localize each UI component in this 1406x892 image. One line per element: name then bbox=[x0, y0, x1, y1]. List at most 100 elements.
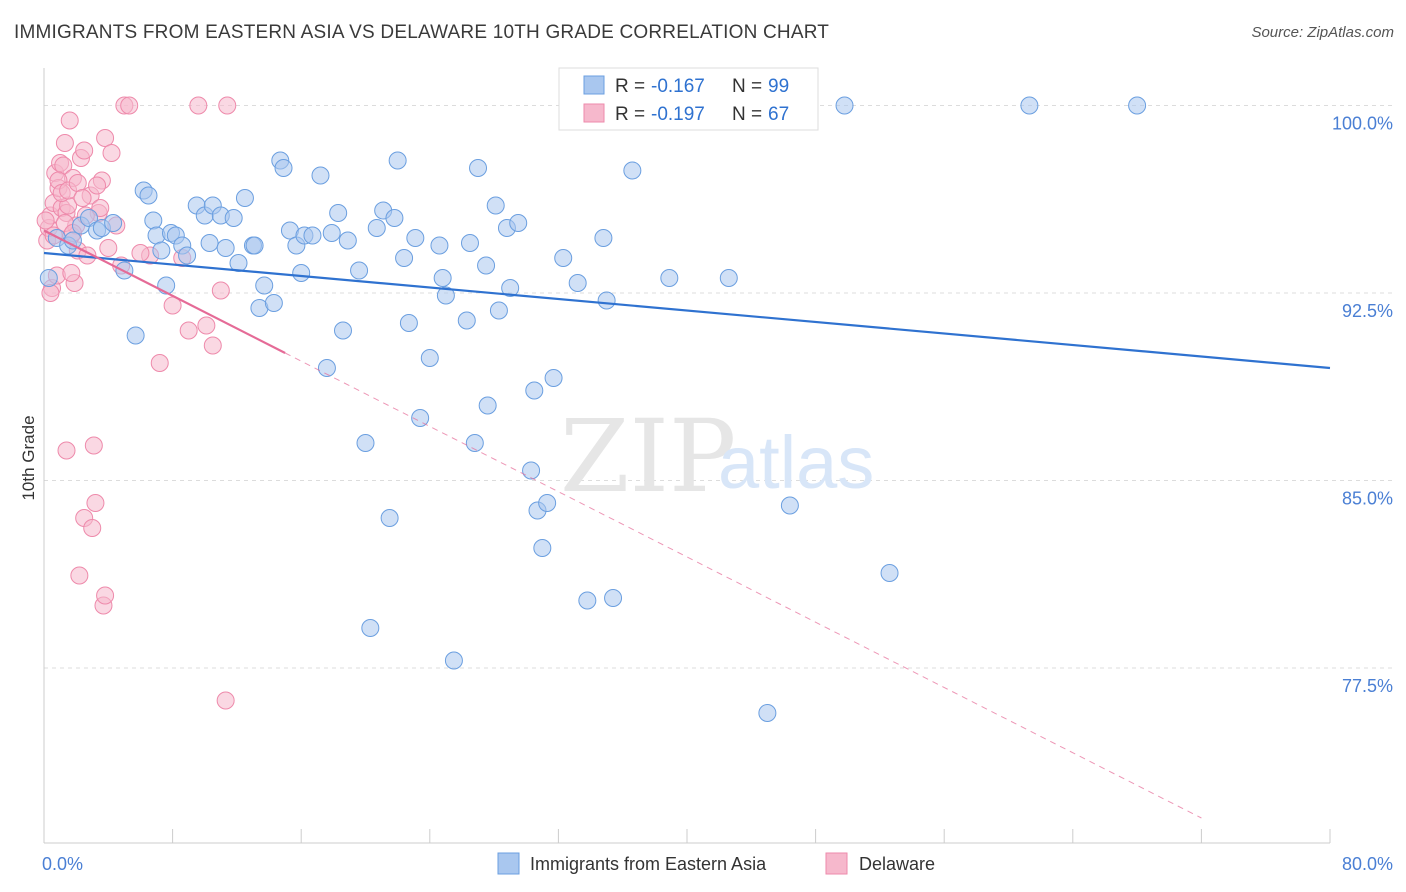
data-point-delaware bbox=[36, 211, 55, 230]
data-point-eastern-asia bbox=[489, 301, 508, 320]
data-point-delaware bbox=[75, 141, 94, 160]
data-point-eastern-asia bbox=[322, 224, 341, 242]
x-tick-label-max: 80.0% bbox=[1342, 854, 1393, 874]
data-point-eastern-asia bbox=[245, 236, 264, 255]
data-point-eastern-asia bbox=[63, 231, 82, 250]
trend-line-delaware bbox=[43, 229, 286, 354]
data-point-eastern-asia bbox=[139, 186, 158, 205]
data-point-eastern-asia bbox=[380, 509, 399, 527]
data-point-eastern-asia bbox=[460, 234, 479, 252]
legend-r-value-pink: -0.197 bbox=[651, 104, 705, 125]
data-point-eastern-asia bbox=[522, 461, 541, 480]
data-point-delaware bbox=[211, 281, 230, 300]
data-point-eastern-asia bbox=[1128, 96, 1147, 115]
trend-lines bbox=[43, 229, 1331, 819]
data-point-eastern-asia bbox=[388, 151, 407, 170]
data-point-eastern-asia bbox=[200, 234, 219, 252]
legend-r-label-blue: R = bbox=[615, 76, 645, 97]
legend-swatch-blue bbox=[583, 75, 605, 95]
data-point-delaware bbox=[83, 519, 102, 537]
data-point-delaware bbox=[62, 264, 81, 282]
legend-n-label-blue: N = bbox=[732, 76, 762, 97]
data-point-eastern-asia bbox=[568, 274, 587, 292]
data-point-delaware bbox=[86, 494, 105, 512]
data-point-eastern-asia bbox=[465, 434, 484, 452]
data-point-eastern-asia bbox=[264, 294, 283, 312]
data-point-delaware bbox=[55, 134, 74, 152]
legend-label-delaware: Delaware bbox=[859, 854, 935, 874]
y-tick-labels: 77.5% 85.0% 92.5% 100.0% bbox=[1332, 114, 1393, 697]
data-point-delaware bbox=[88, 176, 107, 195]
data-point-eastern-asia bbox=[216, 239, 235, 257]
data-point-eastern-asia bbox=[433, 269, 452, 287]
y-axis-title: 10th Grade bbox=[19, 415, 38, 500]
data-point-delaware bbox=[91, 199, 110, 217]
data-point-eastern-asia bbox=[350, 261, 369, 280]
data-point-delaware bbox=[41, 284, 60, 302]
y-tick-label: 85.0% bbox=[1342, 489, 1393, 509]
data-point-eastern-asia bbox=[224, 209, 243, 227]
legend-bottom: Immigrants from Eastern Asia Delaware bbox=[497, 852, 935, 875]
data-point-eastern-asia bbox=[719, 269, 738, 287]
data-point-eastern-asia bbox=[457, 311, 476, 330]
data-point-eastern-asia bbox=[126, 326, 145, 345]
watermark-zip: ZIP bbox=[560, 398, 736, 515]
watermark: ZIP atlas bbox=[560, 398, 874, 515]
x-tick-labels: 0.0% 80.0% bbox=[42, 854, 1393, 874]
data-point-eastern-asia bbox=[333, 321, 352, 340]
data-point-delaware bbox=[120, 96, 139, 115]
data-point-delaware bbox=[102, 144, 121, 162]
data-point-eastern-asia bbox=[469, 159, 488, 177]
data-point-delaware bbox=[57, 441, 76, 460]
data-point-eastern-asia bbox=[385, 209, 404, 227]
data-point-eastern-asia bbox=[274, 159, 293, 177]
y-tick-label: 77.5% bbox=[1342, 676, 1393, 696]
y-tick-label: 92.5% bbox=[1342, 301, 1393, 321]
data-point-eastern-asia bbox=[178, 246, 197, 265]
data-point-eastern-asia bbox=[303, 226, 322, 245]
data-point-delaware bbox=[203, 336, 222, 355]
data-point-delaware bbox=[216, 691, 235, 710]
data-point-eastern-asia bbox=[436, 286, 455, 305]
data-point-delaware bbox=[96, 129, 115, 147]
data-point-eastern-asia bbox=[578, 591, 597, 610]
data-point-eastern-asia bbox=[533, 539, 552, 557]
data-point-eastern-asia bbox=[554, 249, 573, 267]
data-point-eastern-asia bbox=[486, 196, 505, 215]
data-point-eastern-asia bbox=[604, 589, 623, 607]
data-point-eastern-asia bbox=[144, 211, 163, 230]
legend-r-label-pink: R = bbox=[615, 104, 645, 125]
legend-label-eastern-asia: Immigrants from Eastern Asia bbox=[530, 854, 767, 874]
data-point-eastern-asia bbox=[229, 254, 248, 272]
data-point-eastern-asia bbox=[597, 291, 616, 310]
data-point-delaware bbox=[179, 321, 198, 340]
data-point-delaware bbox=[189, 96, 208, 115]
data-point-eastern-asia bbox=[477, 256, 496, 275]
data-point-eastern-asia bbox=[525, 381, 544, 400]
chart-title: IMMIGRANTS FROM EASTERN ASIA VS DELAWARE… bbox=[14, 22, 830, 43]
data-point-eastern-asia bbox=[338, 231, 357, 250]
data-point-delaware bbox=[150, 354, 169, 372]
data-point-eastern-asia bbox=[623, 161, 642, 180]
data-point-eastern-asia bbox=[411, 409, 430, 427]
data-point-eastern-asia bbox=[406, 229, 425, 247]
legend-swatch-eastern-asia bbox=[497, 852, 520, 875]
data-point-eastern-asia bbox=[356, 434, 375, 452]
data-point-eastern-asia bbox=[152, 241, 171, 260]
data-point-eastern-asia bbox=[367, 219, 386, 237]
x-tick-label-min: 0.0% bbox=[42, 854, 83, 874]
data-point-delaware bbox=[131, 244, 150, 262]
data-point-eastern-asia bbox=[430, 236, 449, 255]
data-point-eastern-asia bbox=[420, 349, 439, 367]
data-point-eastern-asia bbox=[39, 269, 58, 287]
data-point-delaware bbox=[60, 111, 79, 130]
data-point-delaware bbox=[73, 189, 92, 207]
data-point-eastern-asia bbox=[880, 564, 899, 582]
data-point-eastern-asia bbox=[660, 269, 679, 287]
axes bbox=[43, 68, 1331, 844]
data-point-delaware bbox=[68, 174, 87, 192]
data-point-eastern-asia bbox=[317, 359, 336, 377]
data-point-eastern-asia bbox=[835, 96, 854, 115]
data-point-delaware bbox=[197, 316, 216, 335]
